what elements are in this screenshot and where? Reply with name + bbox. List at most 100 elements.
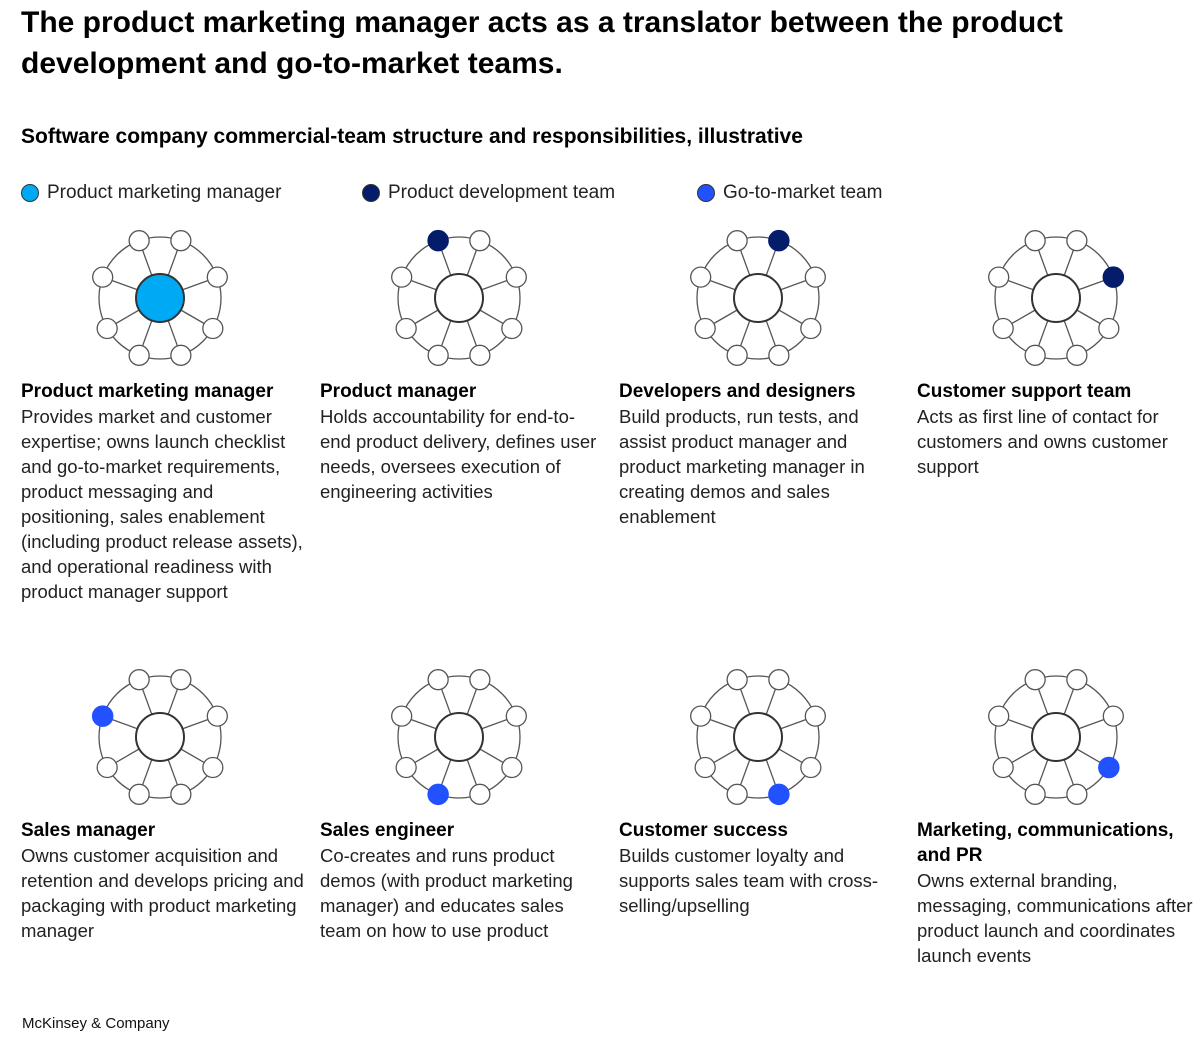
outer-node — [726, 783, 748, 805]
outer-node — [501, 756, 523, 779]
team-network-diagram — [690, 669, 826, 806]
outer-node — [694, 317, 716, 340]
center-node — [733, 273, 783, 323]
role-card-marketing-communications-pr: Marketing, communications, and PR Owns e… — [917, 669, 1200, 975]
outer-ring — [994, 236, 1118, 360]
center-node — [434, 712, 484, 762]
outer-ring — [994, 675, 1118, 799]
role-description: Co-creates and runs product demos (with … — [320, 845, 573, 941]
role-description: Builds customer loyalty and supports sal… — [619, 845, 879, 916]
outer-node — [800, 317, 822, 340]
legend-label: Product marketing manager — [47, 182, 282, 203]
outer-ring — [397, 236, 521, 360]
outer-node — [92, 266, 114, 288]
legend-item-go-to-market-team: Go-to-market team — [697, 180, 882, 206]
center-node — [135, 712, 185, 762]
outer-node-highlighted — [768, 229, 790, 252]
role-description: Owns external branding, messaging, commu… — [917, 870, 1193, 966]
outer-node — [206, 266, 228, 288]
role-title: Developers and designers — [619, 381, 856, 402]
outer-node — [1066, 230, 1088, 252]
outer-node — [96, 317, 118, 340]
outer-node-highlighted — [427, 229, 449, 252]
role-title: Product marketing manager — [21, 381, 274, 402]
outer-node-highlighted — [91, 705, 114, 727]
legend-item-product-development-team: Product development team — [362, 180, 615, 206]
outer-node — [690, 705, 712, 727]
role-card-product-marketing-manager: Product marketing manager Provides marke… — [21, 230, 311, 636]
outer-node — [427, 669, 449, 691]
role-title: Sales manager — [21, 820, 156, 841]
outer-node — [395, 756, 417, 779]
outer-node-highlighted — [1102, 266, 1125, 288]
outer-node — [469, 344, 491, 366]
outer-node — [128, 344, 150, 366]
role-title: Product manager — [320, 381, 477, 402]
outer-node — [1066, 344, 1088, 366]
outer-node — [1066, 783, 1088, 805]
role-description: Build products, run tests, and assist pr… — [619, 406, 865, 527]
team-network-diagram — [690, 229, 826, 366]
role-description: Provides market and customer expertise; … — [21, 406, 303, 602]
outer-node — [202, 756, 224, 779]
outer-node-highlighted — [768, 783, 790, 806]
outer-node — [391, 266, 413, 288]
outer-ring — [397, 675, 521, 799]
outer-node — [128, 783, 150, 805]
outer-node — [992, 756, 1014, 779]
role-description: Holds accountability for end-to-end prod… — [320, 406, 597, 502]
role-card-sales-manager: Sales manager Owns customer acquisition … — [21, 669, 311, 975]
center-node-highlighted — [135, 273, 185, 323]
outer-node — [1024, 783, 1046, 805]
role-title: Marketing, communications, and PR — [917, 820, 1174, 866]
outer-node — [726, 669, 748, 691]
role-description: Acts as first line of contact for custom… — [917, 406, 1168, 477]
outer-node — [768, 669, 790, 691]
outer-node — [690, 266, 712, 288]
role-card-developers-and-designers: Developers and designers Build products,… — [619, 229, 909, 636]
outer-node — [170, 230, 192, 252]
outer-node — [1102, 705, 1124, 727]
outer-node — [206, 705, 228, 727]
outer-node — [505, 705, 527, 727]
outer-node — [1024, 230, 1046, 252]
outer-ring — [98, 236, 222, 360]
outer-node — [96, 756, 118, 779]
legend-item-product-marketing-manager: Product marketing manager — [21, 180, 281, 206]
outer-node-highlighted — [427, 783, 449, 806]
team-network-diagram — [988, 230, 1125, 366]
team-network-diagram — [391, 669, 527, 806]
outer-node — [469, 783, 491, 805]
role-card-sales-engineer: Sales engineer Co-creates and runs produ… — [320, 669, 610, 975]
role-title: Sales engineer — [320, 820, 455, 841]
outer-node — [128, 230, 150, 252]
outer-node — [992, 317, 1014, 340]
role-title: Customer support team — [917, 381, 1132, 402]
outer-node — [726, 344, 748, 366]
legend-swatch-blue-icon — [697, 184, 715, 202]
outer-node — [505, 266, 527, 288]
role-card-customer-success: Customer success Builds customer loyalty… — [619, 669, 909, 975]
center-node — [1031, 273, 1081, 323]
center-node — [434, 273, 484, 323]
outer-node — [170, 783, 192, 805]
outer-node — [800, 756, 822, 779]
center-node — [1031, 712, 1081, 762]
outer-node — [128, 669, 150, 691]
team-network-diagram — [92, 230, 228, 366]
team-network-diagram — [988, 669, 1124, 805]
role-title: Customer success — [619, 820, 788, 841]
outer-ring — [98, 675, 222, 799]
outer-node — [988, 705, 1010, 727]
outer-node — [804, 266, 826, 288]
outer-node — [726, 230, 748, 252]
outer-node — [427, 344, 449, 366]
outer-node — [170, 669, 192, 691]
outer-node — [768, 344, 790, 366]
outer-node — [170, 344, 192, 366]
outer-node — [694, 756, 716, 779]
outer-ring — [696, 675, 820, 799]
outer-node — [202, 317, 224, 340]
outer-node — [1024, 344, 1046, 366]
center-node — [733, 712, 783, 762]
